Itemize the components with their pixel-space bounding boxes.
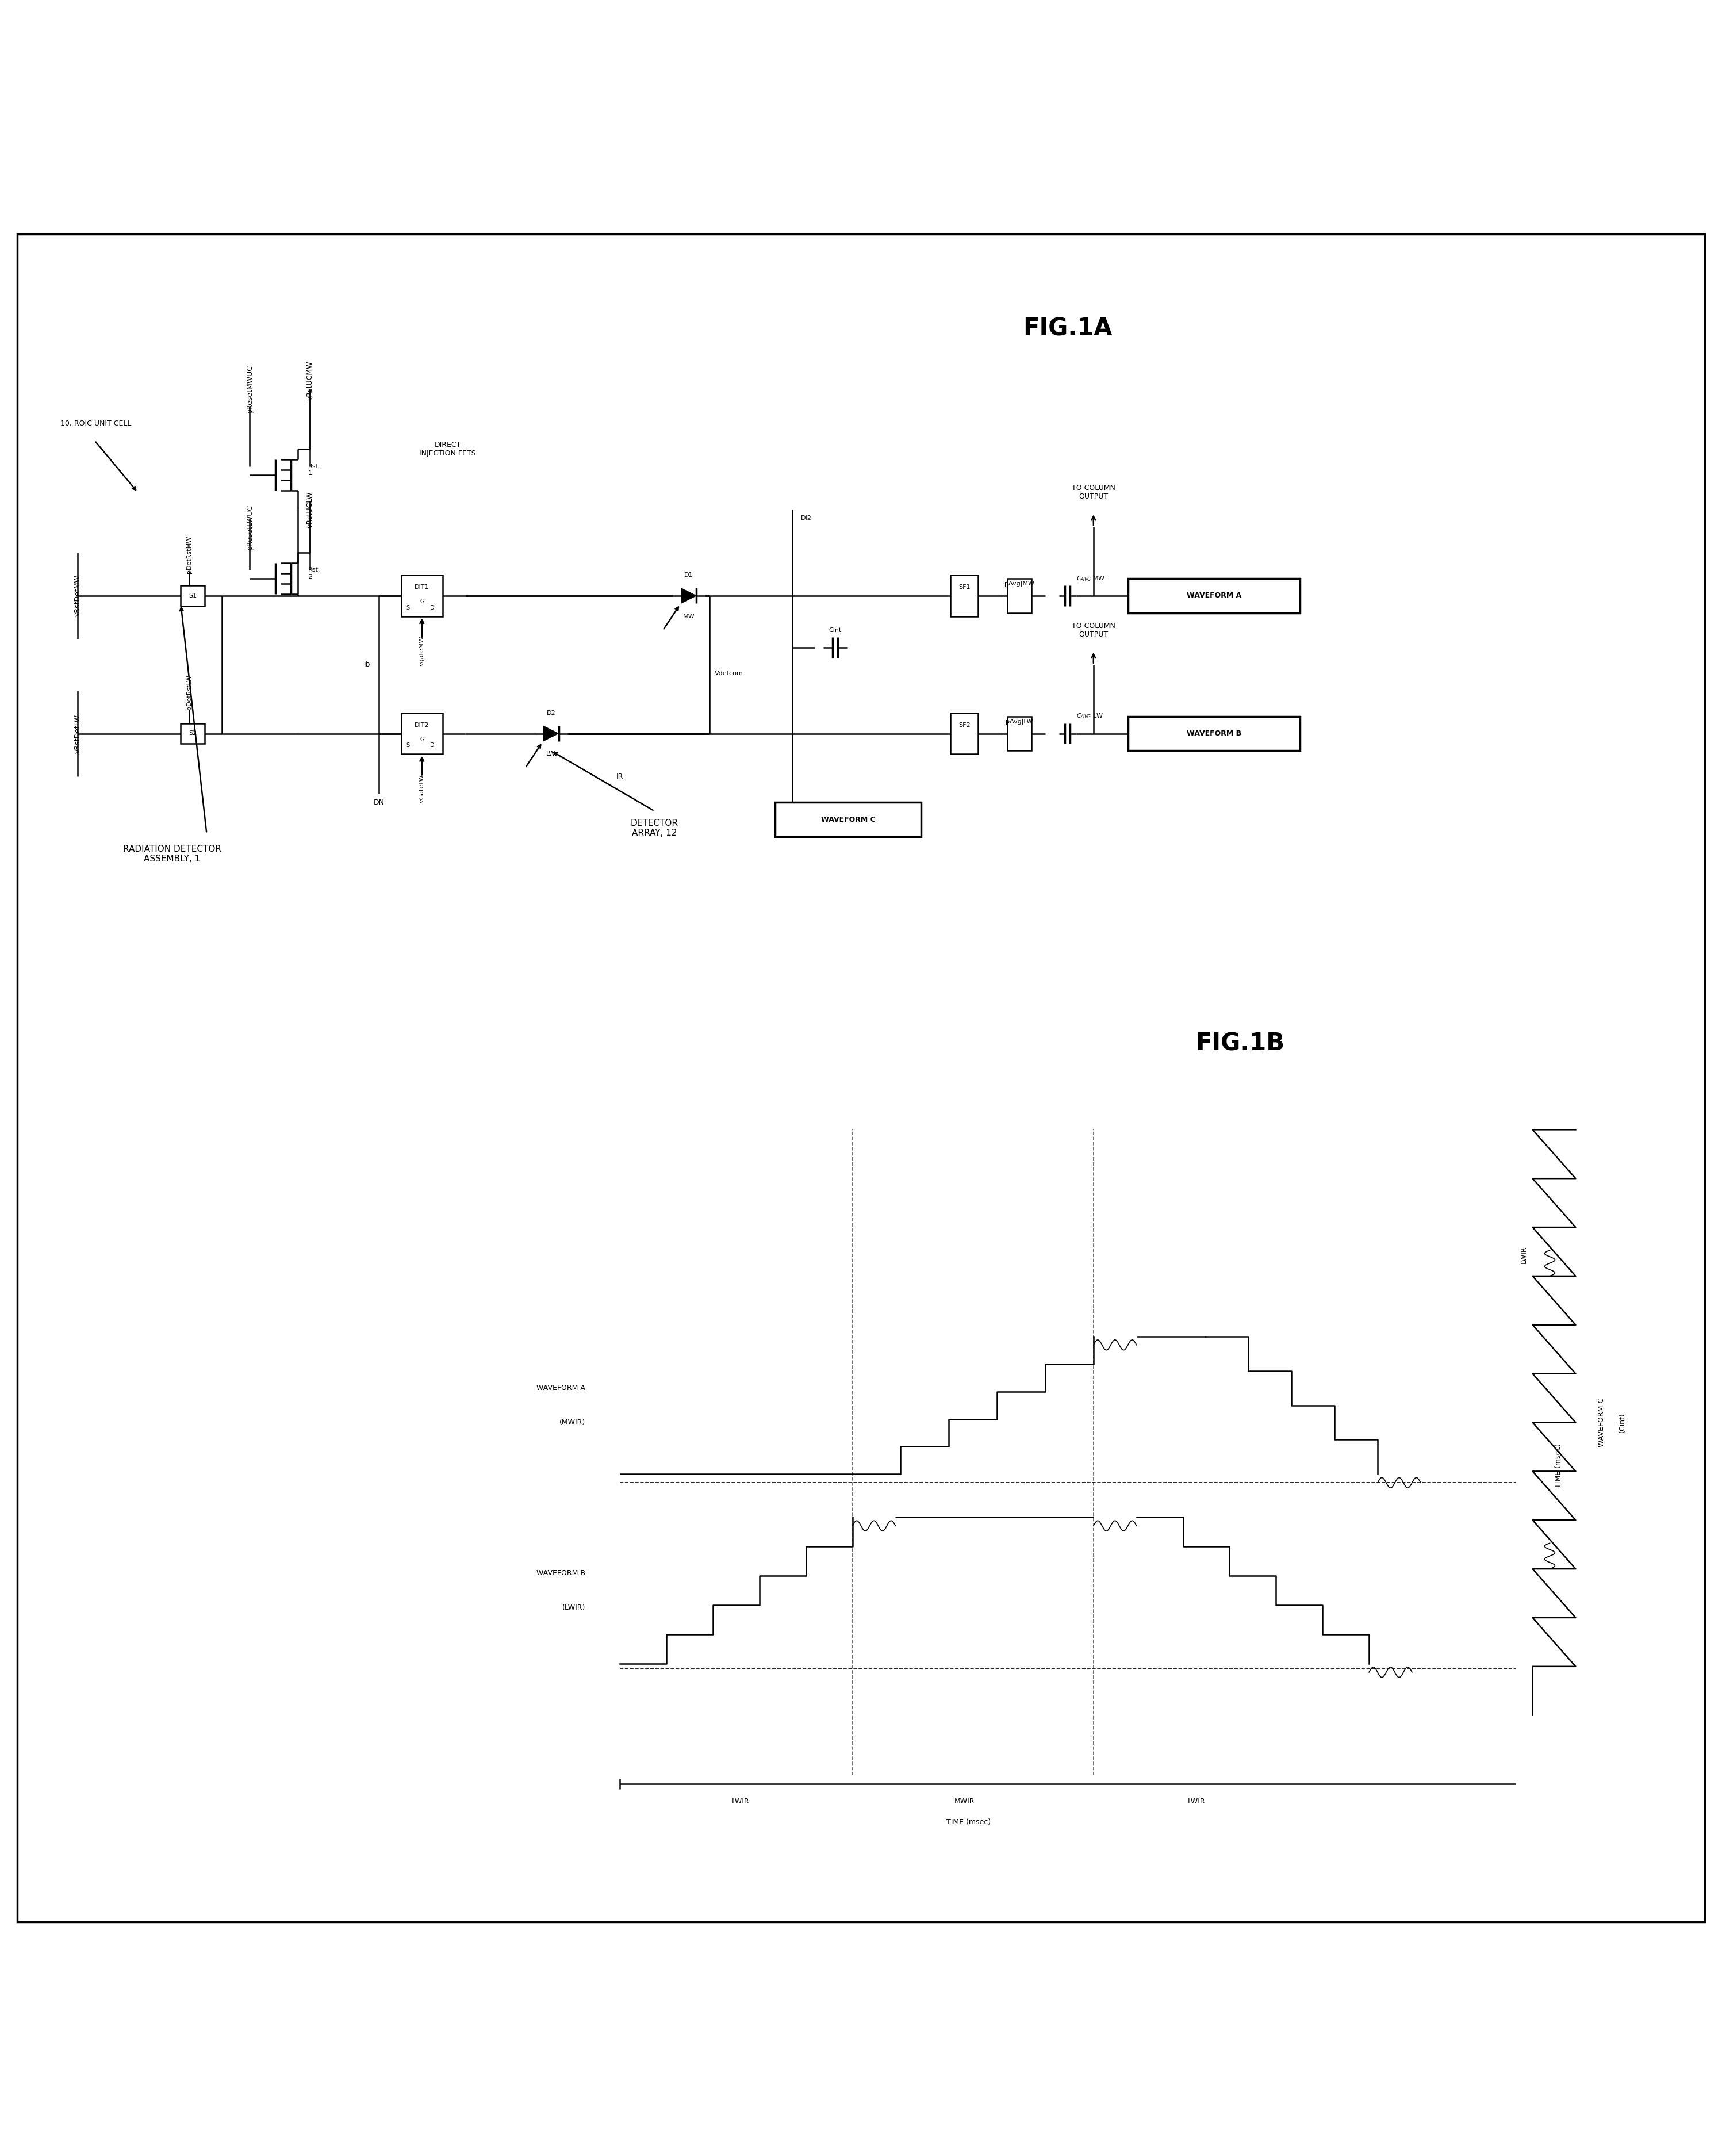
- Text: FIG.1A: FIG.1A: [1023, 317, 1112, 341]
- Text: pResetLWUC: pResetLWUC: [246, 505, 253, 550]
- Bar: [775, 802, 921, 837]
- Text: D1: D1: [684, 571, 694, 578]
- Text: pAvg|MW: pAvg|MW: [1004, 580, 1035, 586]
- Text: WAVEFORM B: WAVEFORM B: [537, 1570, 585, 1576]
- Text: DI2: DI2: [801, 515, 811, 522]
- Text: $C_{AVG}$ MW: $C_{AVG}$ MW: [1076, 573, 1106, 582]
- Text: WAVEFORM A: WAVEFORM A: [1186, 593, 1242, 599]
- Text: TO COLUMN
OUTPUT: TO COLUMN OUTPUT: [1071, 485, 1116, 500]
- Text: WAVEFORM C: WAVEFORM C: [821, 815, 875, 824]
- Bar: [1128, 716, 1300, 750]
- Text: IR: IR: [616, 772, 623, 780]
- Text: vRstDetLW: vRstDetLW: [74, 714, 81, 752]
- Text: S: S: [406, 606, 410, 610]
- Bar: [401, 576, 443, 617]
- Bar: [1007, 578, 1031, 612]
- Text: LWIR: LWIR: [732, 1798, 749, 1805]
- Text: pDetRstLW: pDetRstLW: [186, 675, 193, 709]
- Text: G: G: [420, 737, 424, 742]
- Text: LWIR: LWIR: [1188, 1798, 1205, 1805]
- Text: FIG.1B: FIG.1B: [1195, 1031, 1285, 1056]
- Polygon shape: [680, 589, 696, 604]
- Text: DIT2: DIT2: [415, 722, 429, 729]
- Text: TIME (msec): TIME (msec): [1555, 1442, 1562, 1488]
- Text: S: S: [406, 742, 410, 748]
- Text: S1: S1: [189, 593, 196, 599]
- Polygon shape: [544, 727, 558, 742]
- Text: (MWIR): (MWIR): [560, 1419, 585, 1427]
- Text: SF1: SF1: [959, 584, 969, 591]
- Bar: [1128, 578, 1300, 612]
- Text: vRstDetMW: vRstDetMW: [74, 576, 81, 617]
- Text: (Cint): (Cint): [1619, 1412, 1626, 1432]
- Text: TO COLUMN
OUTPUT: TO COLUMN OUTPUT: [1071, 623, 1116, 638]
- Text: MWIR: MWIR: [954, 1798, 975, 1805]
- Text: D: D: [430, 606, 434, 610]
- Text: (LWIR): (LWIR): [563, 1604, 585, 1611]
- Text: pDetRstMW: pDetRstMW: [186, 535, 193, 573]
- Text: SF2: SF2: [959, 722, 969, 729]
- Bar: [1007, 716, 1031, 750]
- Text: WAVEFORM A: WAVEFORM A: [537, 1384, 585, 1393]
- Text: Cint: Cint: [828, 627, 842, 634]
- Text: vRstUCLW: vRstUCLW: [307, 492, 313, 528]
- Text: DETECTOR
ARRAY, 12: DETECTOR ARRAY, 12: [630, 819, 678, 837]
- Text: DIRECT
INJECTION FETS: DIRECT INJECTION FETS: [420, 442, 475, 457]
- Text: 10, ROIC UNIT CELL: 10, ROIC UNIT CELL: [60, 420, 131, 427]
- Bar: [951, 714, 978, 755]
- Text: LW: LW: [546, 750, 556, 757]
- Text: D2: D2: [546, 709, 556, 716]
- Text: vgateMW: vgateMW: [418, 636, 425, 666]
- Bar: [951, 576, 978, 617]
- Text: $C_{AVG}$ LW: $C_{AVG}$ LW: [1076, 711, 1104, 720]
- Bar: [401, 714, 443, 755]
- Text: D: D: [430, 742, 434, 748]
- Text: DN: DN: [374, 798, 384, 806]
- Text: G: G: [420, 599, 424, 604]
- Text: pAvg|LW: pAvg|LW: [1006, 718, 1033, 724]
- Text: RADIATION DETECTOR
ASSEMBLY, 1: RADIATION DETECTOR ASSEMBLY, 1: [122, 845, 222, 862]
- Text: vRstUCMW: vRstUCMW: [307, 360, 313, 401]
- Text: Rst.
2: Rst. 2: [308, 567, 320, 580]
- Text: pResetMWUC: pResetMWUC: [246, 364, 253, 414]
- Text: DIT1: DIT1: [415, 584, 429, 591]
- Text: LWIR: LWIR: [1521, 1246, 1527, 1263]
- Text: S2: S2: [189, 731, 196, 737]
- Text: ib: ib: [363, 662, 370, 668]
- Text: vGateLW: vGateLW: [418, 774, 425, 802]
- Text: MW: MW: [684, 614, 694, 619]
- Bar: [181, 586, 205, 606]
- Text: WAVEFORM C: WAVEFORM C: [1598, 1397, 1605, 1447]
- Bar: [181, 722, 205, 744]
- Text: WAVEFORM B: WAVEFORM B: [1186, 729, 1242, 737]
- Text: Rst.
1: Rst. 1: [308, 464, 320, 476]
- Text: Vdetcom: Vdetcom: [715, 671, 744, 677]
- Text: TIME (msec): TIME (msec): [947, 1818, 990, 1826]
